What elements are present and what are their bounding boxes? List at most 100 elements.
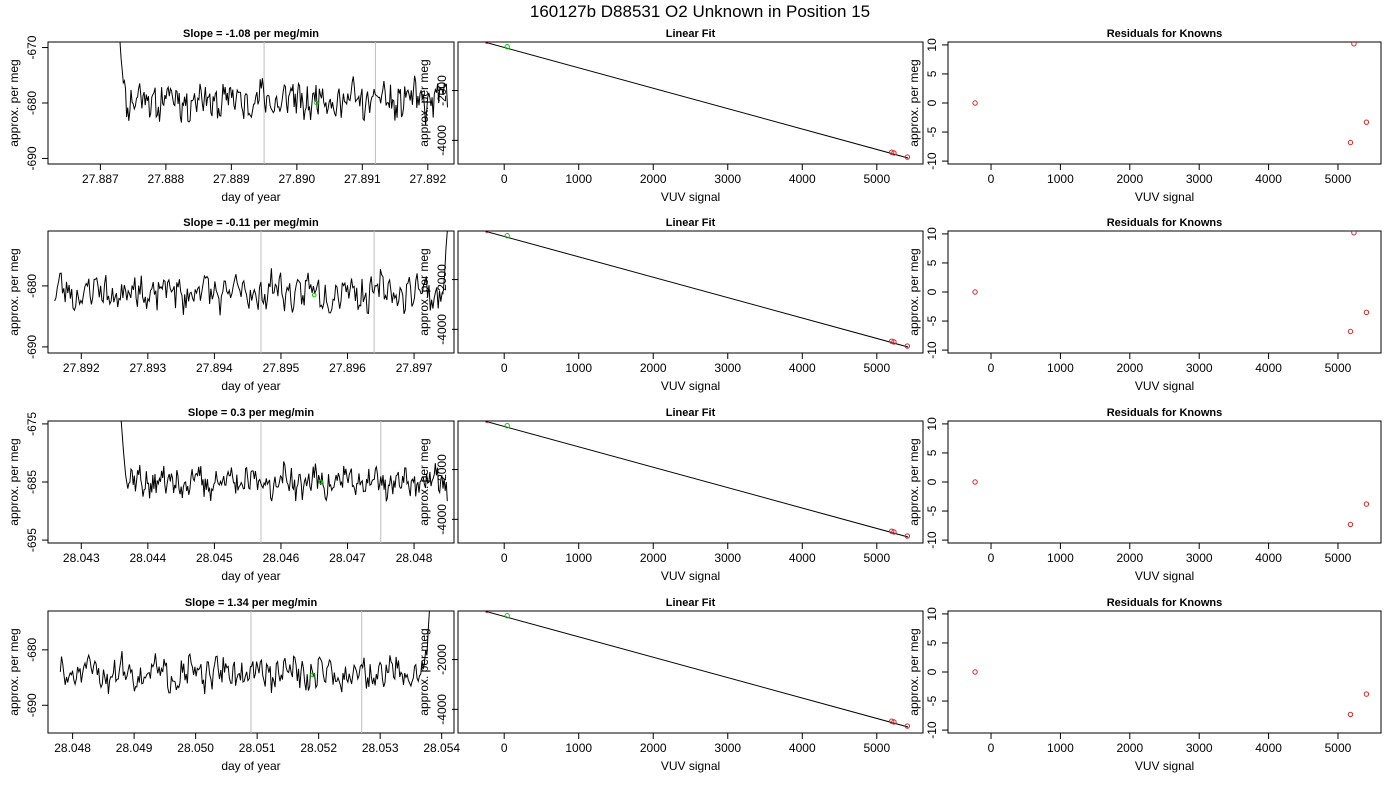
x-tick-label: 5000 xyxy=(1325,361,1352,375)
panel-r1-fit: Linear Fit 0 1000 2000 3000 4000 5000 -4000 -200… xyxy=(417,28,924,204)
y-tick-label: 10 xyxy=(925,607,939,621)
x-tick-label: 4000 xyxy=(1255,172,1282,186)
x-tick-label: 3000 xyxy=(1186,361,1213,375)
plot-area xyxy=(482,611,911,729)
x-tick-label: 5000 xyxy=(1325,551,1352,565)
y-tick-label: -690 xyxy=(25,146,39,170)
x-tick-label: 3000 xyxy=(1186,741,1213,755)
plot-area xyxy=(482,231,911,349)
residual-point xyxy=(1363,309,1370,316)
x-axis-label: day of year xyxy=(221,190,280,204)
y-axis-label: approx. per meg xyxy=(7,59,21,146)
x-tick-label: 2000 xyxy=(640,361,667,375)
x-tick-label: 4000 xyxy=(1255,551,1282,565)
panel-r2-fit: Linear Fit 0 1000 2000 3000 4000 5000 -4000 -200… xyxy=(417,217,924,393)
panel-r3-drift: Slope = 0.3 per meg/min 28.043 28.044 28.04… xyxy=(7,407,455,583)
y-tick-label: -10 xyxy=(925,152,939,170)
x-axis-label: VUV signal xyxy=(661,190,720,204)
y-axis-label: approx. per meg xyxy=(417,438,431,525)
x-tick-label: 3000 xyxy=(714,741,741,755)
y-tick-label: -10 xyxy=(925,341,939,359)
plot-area xyxy=(972,231,1370,335)
x-tick-label: 3000 xyxy=(714,551,741,565)
x-axis-label: VUV signal xyxy=(1135,190,1194,204)
panel-r4-fit: Linear Fit 0 1000 2000 3000 4000 5000 -4000 -200… xyxy=(417,597,924,773)
x-tick-label: 4000 xyxy=(789,361,816,375)
y-tick-label: -5 xyxy=(925,126,939,137)
y-tick-label: -4000 xyxy=(435,694,449,725)
plot-frame xyxy=(457,41,924,165)
x-tick-label: 28.051 xyxy=(239,741,276,755)
y-tick-label: -4000 xyxy=(435,125,449,156)
x-tick-label: 2000 xyxy=(1116,741,1143,755)
panel-title: Residuals for Knowns xyxy=(1107,217,1223,229)
y-tick-label: 5 xyxy=(925,449,939,456)
panel-r2-resid: Residuals for Knowns 0 1000 2000 3000 4000 500… xyxy=(907,217,1382,393)
x-tick-label: 28.044 xyxy=(129,551,166,565)
plot-frame xyxy=(47,41,455,165)
unknown-marker xyxy=(311,292,317,298)
x-tick-label: 0 xyxy=(988,361,995,375)
known-point xyxy=(904,723,911,729)
x-tick-label: 2000 xyxy=(1116,172,1143,186)
unknown-marker xyxy=(318,479,324,485)
x-axis-label: day of year xyxy=(221,379,280,393)
y-tick-label: -695 xyxy=(25,528,39,552)
drift-series-line xyxy=(54,231,448,316)
unknown-point xyxy=(504,613,510,619)
residual-point xyxy=(1363,691,1370,697)
x-axis-label: VUV signal xyxy=(1135,759,1194,773)
fit-line xyxy=(482,231,909,348)
residual-point xyxy=(972,669,978,675)
x-tick-label: 5000 xyxy=(863,172,890,186)
y-tick-label: 5 xyxy=(925,259,939,266)
x-tick-label: 27.890 xyxy=(278,172,315,186)
x-tick-label: 1000 xyxy=(1047,172,1074,186)
plot-area xyxy=(972,42,1370,146)
panel-r4-resid: Residuals for Knowns 0 1000 2000 3000 4000 500… xyxy=(907,597,1382,773)
panel-r4-drift: Slope = 1.34 per meg/min 28.048 28.049 28.0… xyxy=(7,597,460,773)
x-tick-label: 27.895 xyxy=(263,361,300,375)
x-tick-label: 0 xyxy=(988,172,995,186)
y-tick-label: -5 xyxy=(925,505,939,516)
known-point xyxy=(891,529,897,535)
x-tick-label: 0 xyxy=(501,551,508,565)
panel-title: Slope = -1.08 per meg/min xyxy=(183,28,319,40)
x-axis-label: VUV signal xyxy=(661,759,720,773)
x-tick-label: 1000 xyxy=(1047,361,1074,375)
plot-area xyxy=(482,42,911,160)
y-axis-label: approx. per meg xyxy=(7,248,21,335)
unknown-point xyxy=(504,233,510,239)
plot-area xyxy=(972,669,1370,718)
x-tick-label: 28.052 xyxy=(300,741,337,755)
residual-point xyxy=(1347,139,1354,146)
fit-line xyxy=(482,421,909,538)
x-tick-label: 28.048 xyxy=(54,741,91,755)
x-tick-label: 28.054 xyxy=(423,741,460,755)
x-tick-label: 28.045 xyxy=(196,551,233,565)
unknown-marker xyxy=(310,672,315,678)
x-tick-label: 27.893 xyxy=(129,361,166,375)
x-tick-label: 4000 xyxy=(1255,361,1282,375)
y-tick-label: 0 xyxy=(925,478,939,485)
known-point xyxy=(904,533,911,539)
x-tick-label: 27.891 xyxy=(344,172,381,186)
x-tick-label: 4000 xyxy=(789,172,816,186)
x-tick-label: 3000 xyxy=(1186,551,1213,565)
residual-point xyxy=(1363,119,1370,125)
panel-title: Linear Fit xyxy=(666,407,716,419)
x-tick-label: 28.043 xyxy=(63,551,100,565)
panel-title: Residuals for Knowns xyxy=(1107,28,1223,40)
x-tick-label: 27.892 xyxy=(409,172,446,186)
x-tick-label: 1000 xyxy=(565,361,592,375)
x-tick-label: 27.887 xyxy=(82,172,119,186)
y-tick-label: -5 xyxy=(925,695,939,706)
known-point xyxy=(904,343,911,349)
plot-frame xyxy=(457,420,924,544)
y-tick-label: -680 xyxy=(25,91,39,115)
x-tick-label: 28.049 xyxy=(116,741,153,755)
y-axis-label: approx. per meg xyxy=(907,438,921,525)
x-tick-label: 2000 xyxy=(640,551,667,565)
y-axis-label: approx. per meg xyxy=(907,59,921,146)
